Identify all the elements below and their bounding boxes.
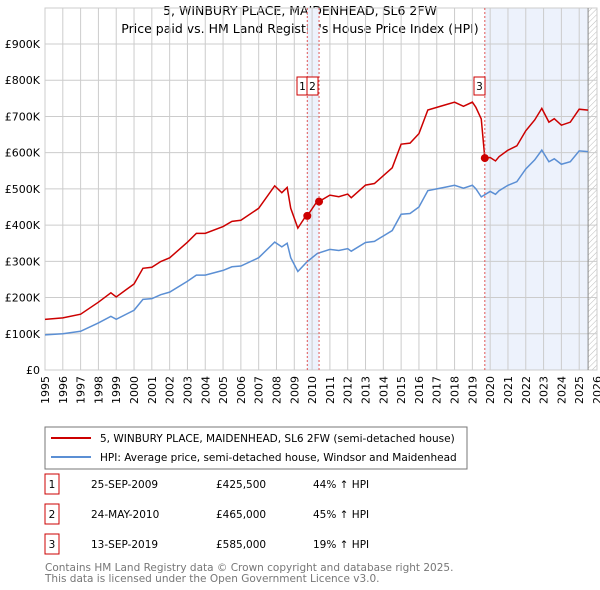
x-tick-label: 2019 [466,376,479,404]
sale-point [315,197,324,206]
sale-hpi-diff: 45% ↑ HPI [313,509,369,521]
sale-hpi-diff: 19% ↑ HPI [313,539,369,551]
sale-number-box [44,533,60,555]
sale-date: 24-MAY-2010 [91,509,159,521]
chart-title: 5, WINBURY PLACE, MAIDENHEAD, SL6 2FW [163,3,437,18]
x-tick-label: 2024 [555,376,568,404]
sale-number: 3 [49,539,56,551]
x-tick-label: 2007 [253,376,266,404]
sale-number: 2 [49,509,56,521]
legend-blue-label: HPI: Average price, semi-detached house,… [100,452,457,464]
x-tick-label: 2012 [342,376,355,404]
sale-point [480,154,489,163]
y-tick-label: £900K [5,38,41,51]
x-tick-label: 2010 [306,376,319,404]
sale-price: £425,500 [216,479,266,491]
sale-point [303,211,312,220]
x-tick-label: 2001 [146,376,159,404]
y-tick-label: £600K [5,147,41,160]
sale-label-box [473,76,486,96]
chart-subtitle: Price paid vs. HM Land Registry's House … [121,21,478,36]
y-tick-label: £700K [5,110,41,123]
x-tick-label: 2005 [217,376,230,404]
y-tick-label: £400K [5,219,41,232]
x-tick-label: 2026 [591,376,600,404]
x-tick-label: 2015 [395,376,408,404]
x-tick-label: 2008 [270,376,283,404]
x-tick-label: 2021 [502,376,515,404]
x-tick-label: 2009 [288,376,301,404]
sale-number-box [44,473,60,495]
sale-label: 2 [309,81,316,93]
x-tick-label: 2023 [538,376,551,404]
x-tick-label: 2011 [324,376,337,404]
x-tick-label: 2018 [449,376,462,404]
y-tick-label: £0 [26,364,40,377]
y-tick-label: £300K [5,255,41,268]
y-tick-label: £500K [5,183,41,196]
sale-date: 13-SEP-2019 [91,539,158,551]
x-tick-label: 2013 [360,376,373,404]
hpi-line [44,148,589,336]
x-tick-label: 1997 [75,376,88,404]
y-tick-label: £100K [5,328,41,341]
x-tick-label: 2016 [413,376,426,404]
price-paid-line [44,101,589,321]
y-tick-label: £200K [5,292,41,305]
sale-date: 25-SEP-2009 [91,479,158,491]
sale-label: 1 [299,81,306,93]
x-tick-label: 2014 [377,376,390,404]
y-tick-label: £800K [5,74,41,87]
sale-number-box [44,503,60,525]
x-tick-label: 1996 [57,376,70,404]
x-tick-label: 2025 [573,376,586,404]
sale-hpi-diff: 44% ↑ HPI [313,479,369,491]
x-tick-label: 2022 [520,376,533,404]
sale-number: 1 [49,479,56,491]
sale-label: 3 [476,81,483,93]
footer-line2: This data is licensed under the Open Gov… [44,573,380,585]
x-tick-label: 2020 [484,376,497,404]
x-tick-label: 2006 [235,376,248,404]
x-tick-label: 1998 [92,376,105,404]
x-tick-label: 2004 [199,376,212,404]
x-tick-label: 2000 [128,376,141,404]
legend-red-label: 5, WINBURY PLACE, MAIDENHEAD, SL6 2FW (s… [100,433,455,445]
legend-box [44,426,468,470]
x-tick-label: 2003 [181,376,194,404]
x-tick-label: 2002 [164,376,177,404]
x-tick-label: 1995 [39,376,52,404]
x-tick-label: 2017 [431,376,444,404]
x-tick-label: 1999 [110,376,123,404]
footer-line1: Contains HM Land Registry data © Crown c… [45,562,453,574]
sale-price: £465,000 [216,509,266,521]
sale-label-box [306,76,319,96]
sale-price: £585,000 [216,539,266,551]
